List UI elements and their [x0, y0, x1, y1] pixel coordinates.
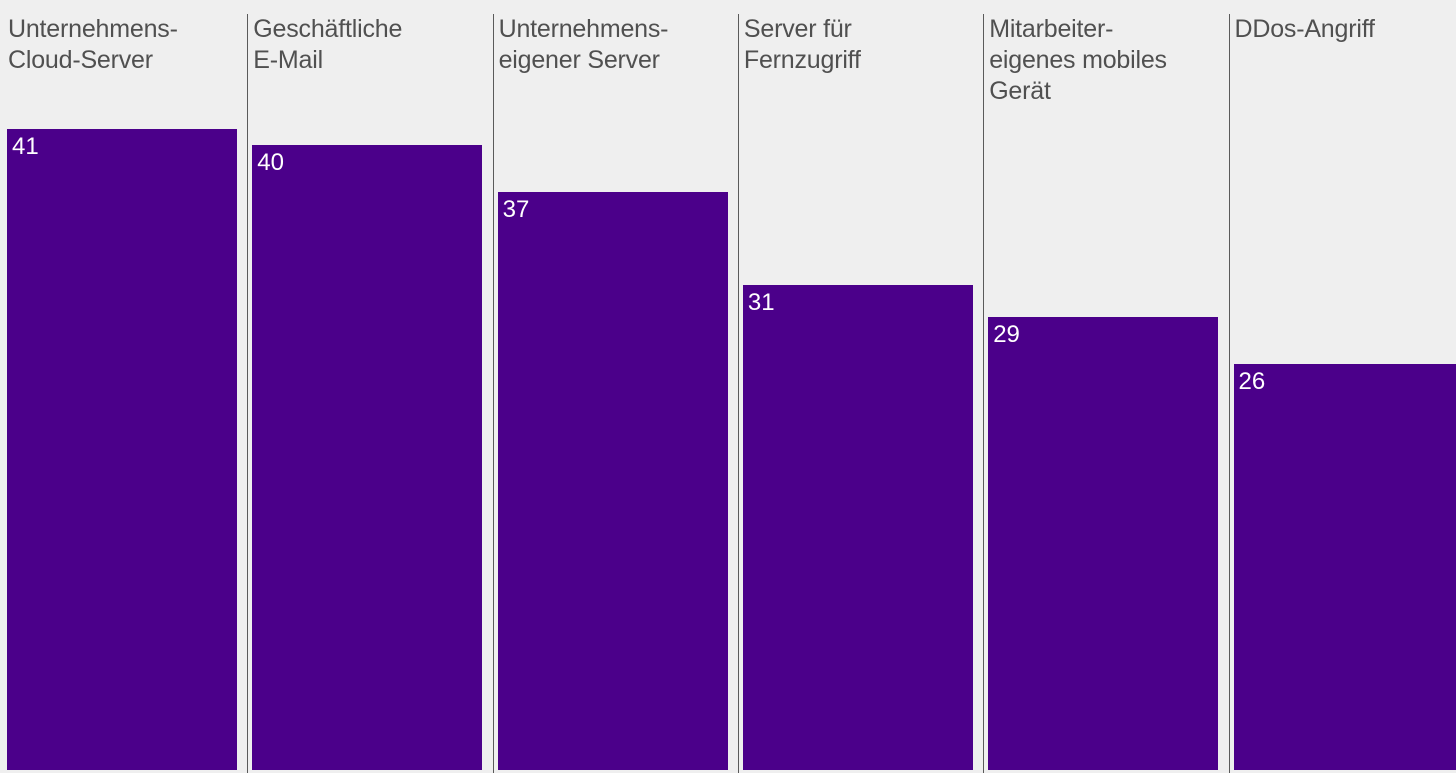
bar: 26	[1233, 363, 1456, 770]
data-label: 37	[502, 195, 530, 223]
bar: 37	[497, 191, 728, 770]
bar: 31	[742, 285, 973, 770]
bar: 29	[988, 316, 1219, 770]
category-label: DDos-Angriff	[1234, 15, 1375, 43]
data-label: 41	[12, 132, 39, 160]
column-divider	[737, 14, 739, 773]
category-label: Mitarbeiter- eigenes mobiles Gerät	[989, 15, 1167, 105]
column-divider	[247, 14, 249, 773]
data-label: 40	[257, 148, 284, 176]
column-divider	[983, 14, 985, 773]
bar: 41	[7, 128, 237, 770]
category-label: Server für Fernzugriff	[743, 15, 861, 74]
category-label: Unternehmens- eigener Server	[498, 15, 669, 74]
column-divider	[1228, 14, 1230, 773]
category-label: Unternehmens- Cloud-Server	[8, 15, 178, 74]
data-label: 31	[747, 289, 775, 317]
data-label: 26	[1238, 367, 1266, 395]
data-label: 29	[993, 320, 1020, 348]
bar: 40	[252, 144, 483, 770]
column-divider	[492, 14, 494, 773]
category-label: Geschäftliche E-Mail	[253, 15, 403, 74]
